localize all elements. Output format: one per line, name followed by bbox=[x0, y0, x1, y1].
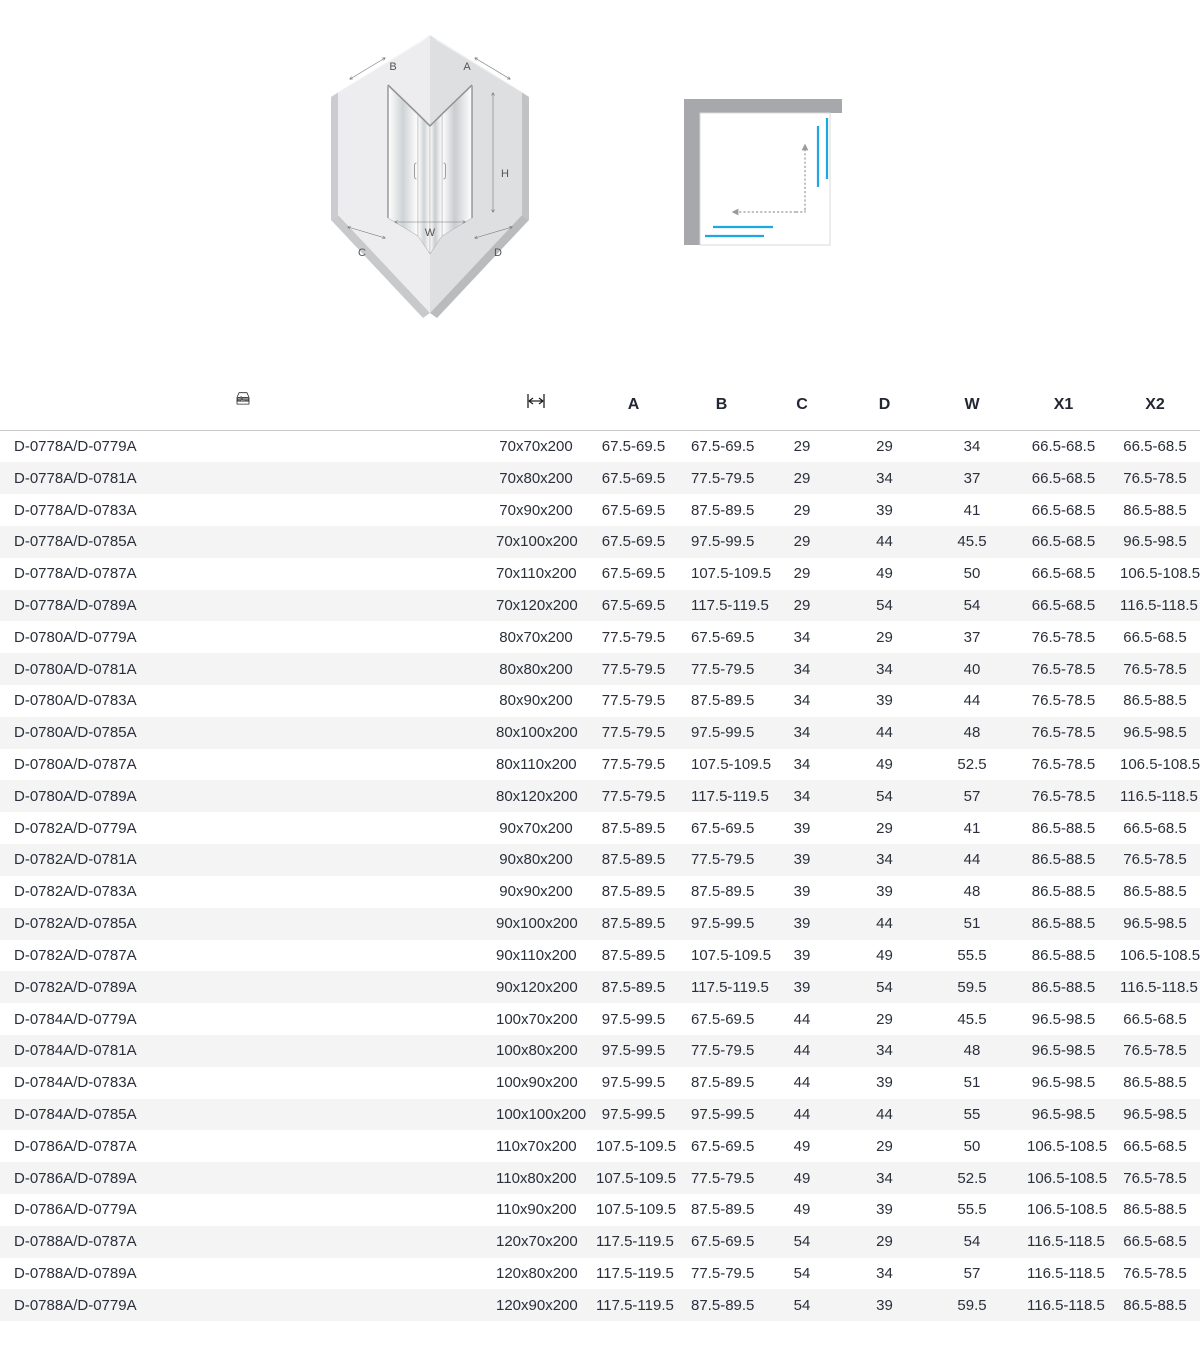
svg-text:C: C bbox=[358, 247, 366, 259]
svg-text:D: D bbox=[494, 247, 502, 259]
svg-text:A: A bbox=[463, 61, 471, 73]
svg-text:W: W bbox=[425, 227, 436, 239]
svg-text:H: H bbox=[501, 168, 509, 180]
svg-text:B: B bbox=[389, 61, 396, 73]
